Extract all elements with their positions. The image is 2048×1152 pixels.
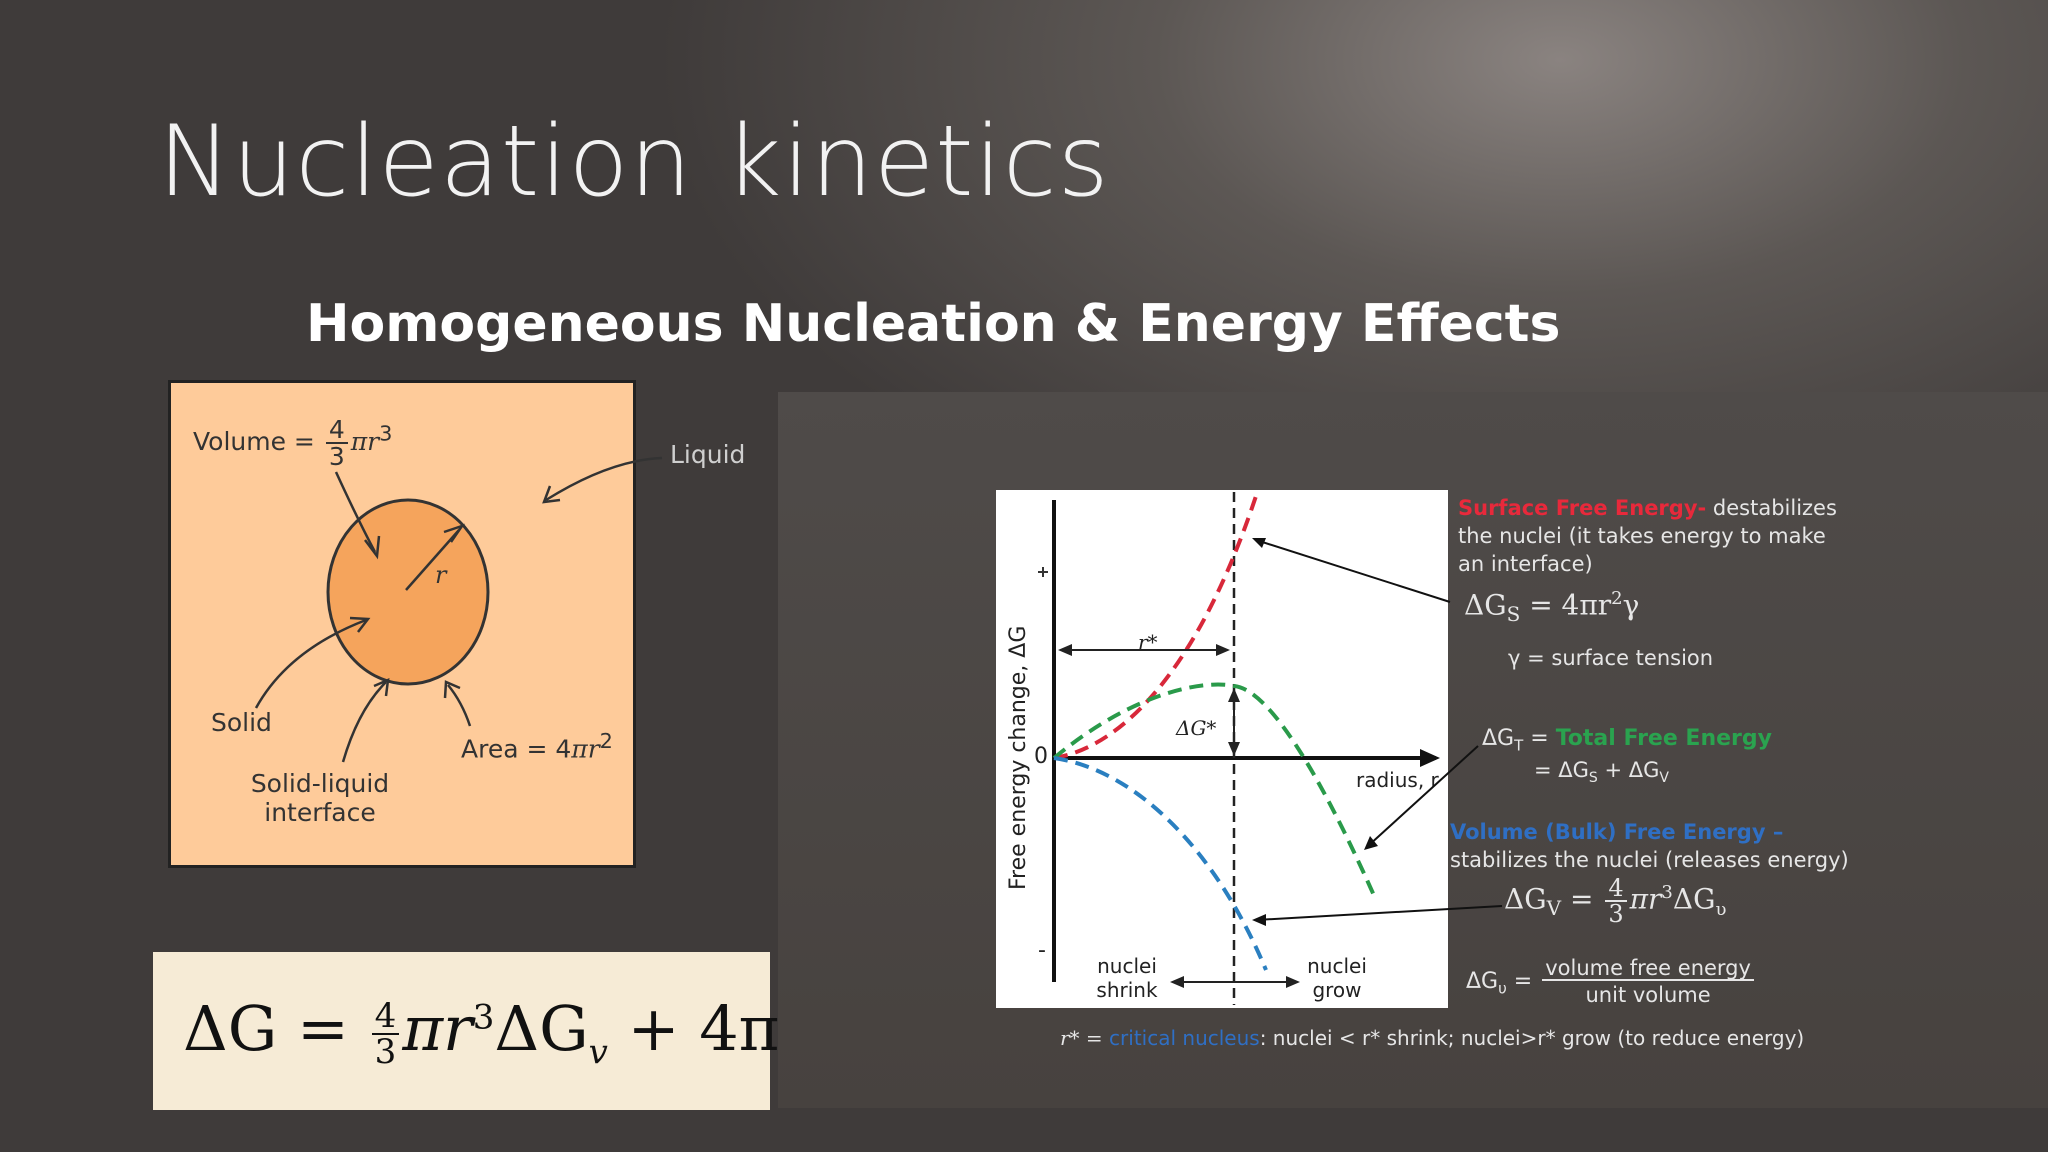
x-axis-arrowhead (1420, 749, 1440, 767)
surface-energy-equation: ΔGS = 4πr2γ (1464, 588, 1640, 626)
x-axis-label: radius, r (1356, 768, 1439, 792)
y-axis-label: Free energy change, ΔG (1006, 625, 1031, 890)
interface-label: Solid-liquid interface (250, 769, 390, 827)
shrink-arrowhead (1170, 976, 1184, 988)
volume-energy-curve (1053, 756, 1268, 971)
solid-arrowhead (349, 616, 371, 633)
volume-arrowhead (364, 535, 381, 560)
grow-label: nuclei grow (1307, 954, 1367, 1002)
slide-subtitle: Homogeneous Nucleation & Energy Effects (306, 294, 1561, 354)
solid-label: Solid (211, 708, 272, 737)
total-energy-curve (1052, 682, 1378, 901)
total-energy-note: ΔGT = Total Free Energy (1482, 726, 1772, 755)
zero-label: 0 (1034, 744, 1048, 769)
surface-energy-curve (1053, 490, 1260, 760)
total-energy-sum: = ΔGS + ΔGV (1534, 758, 1669, 787)
shrink-label: nuclei shrink (1096, 954, 1158, 1002)
rstar-label: r* (1138, 630, 1158, 654)
sphere-svg (254, 471, 490, 763)
volume-arrow (334, 471, 377, 553)
rstar-arrowhead-left (1058, 644, 1072, 656)
radius-arrowhead (443, 523, 466, 543)
bulk-energy-definition: ΔGυ = volume free energy unit volume (1466, 958, 1757, 1006)
free-energy-graph: Free energy change, ΔG 0 - radius, r r* … (996, 490, 1448, 1008)
dgstar-arrowhead-bottom (1228, 742, 1240, 756)
volume-energy-note: Volume (Bulk) Free Energy – stabilizes t… (1450, 820, 1849, 872)
radius-line (405, 529, 460, 591)
critical-nucleus-note: r* = critical nucleus: nuclei < r* shrin… (1060, 1026, 1805, 1050)
volume-label: Volume = 4 3 πr3 (193, 415, 393, 471)
sphere-diagram: Volume = 4 3 πr3 r Solid Solid-liquid inte… (168, 380, 636, 868)
volume-energy-equation: ΔGV = 4 3 πr3ΔGυ (1504, 874, 1727, 928)
dgstar-label: ΔG* (1176, 716, 1217, 740)
slide-title: Nucleation kinetics (158, 105, 1110, 219)
rstar-arrowhead-right (1216, 644, 1230, 656)
liquid-label: Liquid (670, 440, 746, 469)
area-arrow (447, 684, 472, 727)
interface-arrowhead (373, 677, 390, 697)
area-arrowhead (443, 680, 461, 699)
solid-sphere (326, 498, 490, 686)
dgstar-arrowhead-top (1228, 688, 1240, 702)
gamma-definition: γ = surface tension (1508, 646, 1714, 670)
minus-label: - (1038, 938, 1046, 963)
liquid-arrow (542, 456, 663, 504)
grow-arrowhead (1286, 976, 1300, 988)
area-label: Area = 4πr2 (461, 729, 613, 764)
interface-arrow (341, 681, 387, 763)
solid-arrow (254, 618, 367, 709)
surface-energy-note: Surface Free Energy- destabilizes the nu… (1458, 496, 1837, 576)
radius-label: r (435, 561, 447, 589)
graph-svg (1038, 490, 1440, 1005)
